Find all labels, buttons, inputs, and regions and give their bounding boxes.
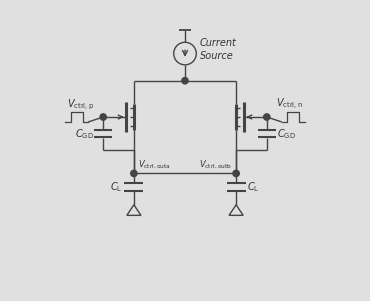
Circle shape <box>131 170 137 177</box>
Text: $C_{\mathsf{L}}$: $C_{\mathsf{L}}$ <box>110 181 122 194</box>
Text: $C_{\mathsf{L}}$: $C_{\mathsf{L}}$ <box>248 181 260 194</box>
Circle shape <box>182 78 188 84</box>
Text: $C_{\mathsf{GD}}$: $C_{\mathsf{GD}}$ <box>74 127 93 141</box>
Text: Current
Source: Current Source <box>200 38 237 61</box>
Circle shape <box>100 114 107 120</box>
Text: $V_{\mathsf{ctrl,p}}$: $V_{\mathsf{ctrl,p}}$ <box>67 98 94 112</box>
Circle shape <box>263 114 270 120</box>
Text: $V_{\mathsf{ctrl,outb}}$: $V_{\mathsf{ctrl,outb}}$ <box>199 158 232 171</box>
Text: $V_{\mathsf{ctrl,outa}}$: $V_{\mathsf{ctrl,outa}}$ <box>138 158 171 171</box>
Text: $C_{\mathsf{GD}}$: $C_{\mathsf{GD}}$ <box>277 127 296 141</box>
Text: $V_{\mathsf{ctrl,n}}$: $V_{\mathsf{ctrl,n}}$ <box>276 97 303 112</box>
Circle shape <box>233 170 239 177</box>
